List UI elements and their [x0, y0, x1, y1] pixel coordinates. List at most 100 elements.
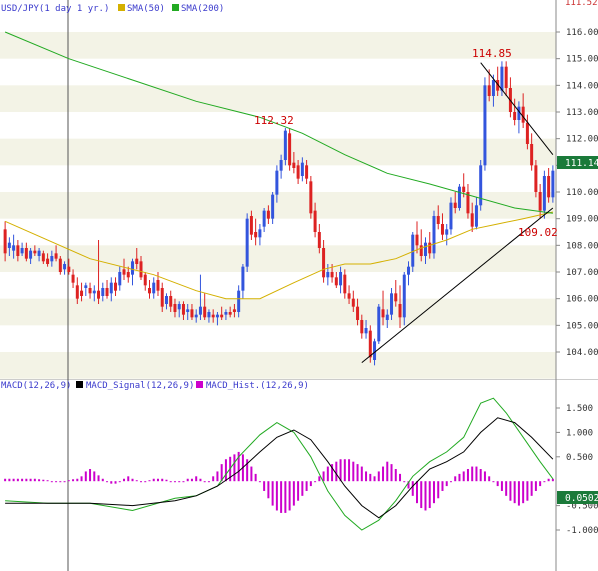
macd-hist-bar — [539, 481, 542, 487]
candle-body — [368, 330, 372, 358]
candle-body — [215, 314, 219, 318]
candle-body — [237, 290, 241, 312]
candle-body — [194, 314, 198, 318]
candle-body — [411, 234, 415, 267]
macd-hist-bar — [505, 481, 508, 496]
candle-body — [67, 266, 71, 272]
price-tick-label: 108.00 — [566, 241, 598, 251]
candle-body — [394, 293, 398, 302]
macd-hist-bar — [80, 476, 83, 482]
macd-hist-bar — [352, 461, 355, 482]
macd-hist-bar — [390, 464, 393, 482]
price-tick-label: 106.00 — [566, 295, 598, 305]
candle-body — [453, 202, 457, 208]
macd-hist-bar — [127, 476, 130, 482]
candle-body — [262, 210, 266, 227]
macd-hist-bar — [513, 481, 516, 504]
candle-body — [343, 274, 347, 294]
macd-hist-bar — [377, 471, 380, 482]
macd-hist-bar — [348, 459, 351, 482]
macd-hist-bar — [4, 478, 7, 482]
macd-hist-bar — [301, 481, 304, 496]
price-plot — [3, 31, 555, 366]
candle-body — [504, 66, 508, 88]
macd-hist-bar — [42, 479, 45, 482]
macd-hist-bar — [399, 473, 402, 482]
candle-body — [356, 306, 360, 320]
candle-body — [390, 293, 394, 315]
macd-hist-bar — [420, 481, 423, 509]
macd-hist-bar — [339, 459, 342, 482]
candle-body — [54, 253, 58, 259]
legend-usdjpy: USD/JPY(1 day 1 yr.) — [1, 4, 109, 14]
macd-hist-bar — [21, 478, 24, 482]
candle-body — [63, 264, 67, 270]
macd-hist-bar — [135, 480, 138, 482]
candle-body — [58, 258, 62, 272]
macd-signal-line — [5, 417, 554, 519]
candle-body — [513, 112, 517, 120]
macd-hist-bar — [407, 481, 410, 489]
candle-body — [50, 256, 54, 262]
pane-divider — [0, 379, 598, 380]
macd-hist-bar — [275, 481, 278, 511]
macd-hist-bar — [403, 481, 406, 483]
candle-body — [245, 218, 249, 267]
macd-hist-bar — [233, 454, 236, 482]
macd-hist-bar — [318, 476, 321, 482]
macd-hist-bar — [309, 481, 312, 487]
macd-hist-bar — [50, 481, 53, 483]
candle-body — [164, 296, 168, 304]
candle-body — [288, 133, 292, 166]
macd-hist-bar — [471, 466, 474, 482]
macd-last-label: 0.0502 — [565, 493, 598, 504]
price-axis: 116.00115.00114.00113.00112.00111.00110.… — [556, 28, 598, 358]
candle-body — [207, 312, 211, 318]
candle-body — [313, 210, 317, 232]
macd-hist-bar — [437, 481, 440, 499]
macd-hist-bar — [97, 475, 100, 482]
candle-body — [181, 304, 185, 315]
candle-body — [177, 304, 181, 310]
candle-body — [462, 186, 466, 192]
annotation-low-109: 109.02 — [518, 226, 558, 239]
candles — [3, 61, 555, 366]
grid-band — [0, 85, 556, 112]
macd-hist-bar — [449, 481, 452, 483]
macd-hist-bar — [305, 481, 308, 491]
macd-hist-bar — [517, 481, 520, 506]
legend-hist: MACD_Hist.(12,26,9) — [206, 381, 309, 391]
macd-tick-label: 0.500 — [566, 453, 593, 463]
macd-hist-bar — [335, 461, 338, 482]
macd-hist-bar — [458, 473, 461, 482]
macd-hist-bar — [271, 481, 274, 506]
candle-body — [147, 288, 151, 294]
macd-hist-bar — [551, 478, 554, 482]
macd-hist-bar — [314, 481, 317, 483]
legend-macd: MACD(12,26,9) — [1, 381, 71, 391]
grid-band — [0, 138, 556, 166]
candle-body — [275, 170, 279, 195]
candle-body — [449, 202, 453, 230]
grid-band — [0, 32, 556, 59]
candle-body — [101, 288, 105, 296]
macd-hist-bar — [224, 459, 227, 482]
candle-body — [80, 290, 84, 296]
macd-hist-bar — [365, 471, 368, 482]
candle-body — [135, 258, 139, 264]
macd-plot — [4, 397, 554, 531]
candle-body — [436, 216, 440, 224]
candle-body — [12, 245, 16, 251]
legend-hist-swatch — [196, 381, 203, 388]
candle-body — [419, 245, 423, 256]
macd-hist-bar — [322, 471, 325, 482]
candle-body — [530, 144, 534, 166]
price-tick-label: 114.00 — [566, 81, 598, 91]
candle-body — [75, 285, 79, 299]
last-price-tag — [557, 156, 598, 169]
candle-body — [402, 274, 406, 318]
macd-hist-bar — [16, 478, 19, 482]
candle-body — [271, 194, 275, 219]
macd-hist-bar — [156, 478, 159, 482]
candle-body — [71, 274, 75, 283]
